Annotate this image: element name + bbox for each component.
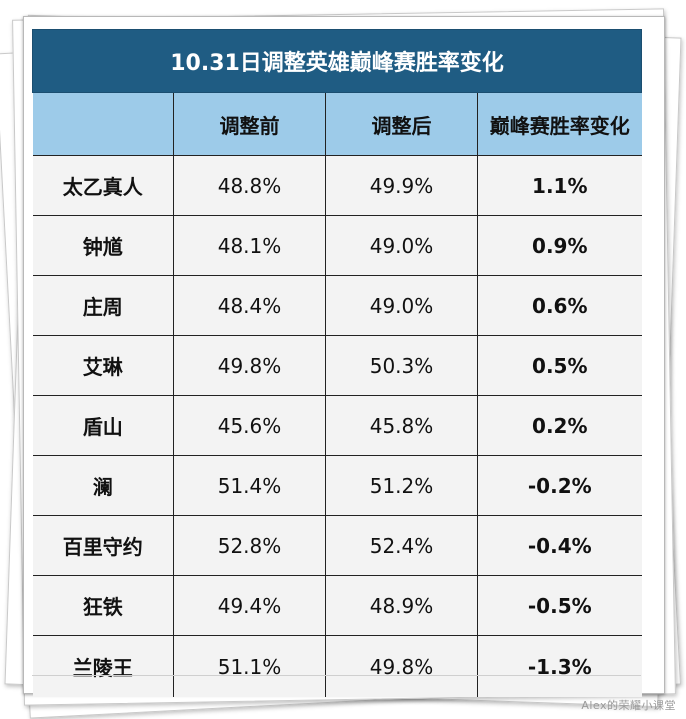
table-row: 盾山 45.6% 45.8% 0.2% — [32, 395, 642, 456]
table-row: 狂铁 49.4% 48.9% -0.5% — [32, 575, 642, 636]
winrate-before-cell: 49.8% — [173, 335, 326, 396]
winrate-before-cell: 51.4% — [173, 455, 326, 516]
table-row: 澜 51.4% 51.2% -0.2% — [32, 455, 642, 516]
watermark: Alex的荣耀小课堂 — [581, 699, 676, 712]
winrate-change-cell: 0.9% — [476, 215, 642, 276]
winrate-after-cell: 49.0% — [325, 215, 478, 276]
winrate-before-cell: 48.1% — [173, 215, 326, 276]
winrate-change-cell: -0.4% — [476, 515, 642, 576]
winrate-before-cell: 48.4% — [173, 275, 326, 336]
winrate-before-cell: 52.8% — [173, 515, 326, 576]
winrate-change-cell: -0.5% — [476, 575, 642, 636]
winrate-change-cell: 0.5% — [476, 335, 642, 396]
winrate-before-cell: 49.4% — [173, 575, 326, 636]
hero-name-cell: 百里守约 — [32, 515, 174, 576]
table-row: 太乙真人 48.8% 49.9% 1.1% — [32, 155, 642, 216]
table-row: 庄周 48.4% 49.0% 0.6% — [32, 275, 642, 336]
winrate-before-cell: 48.8% — [173, 155, 326, 216]
winrate-change-cell: 0.2% — [476, 395, 642, 456]
winrate-after-cell: 49.0% — [325, 275, 478, 336]
header-after: 调整后 — [325, 92, 478, 156]
hero-name-cell: 盾山 — [32, 395, 174, 456]
hero-name-cell: 艾琳 — [32, 335, 174, 396]
winrate-before-cell: 51.1% — [173, 635, 326, 697]
table-row: 艾琳 49.8% 50.3% 0.5% — [32, 335, 642, 396]
winrate-change-cell: -0.2% — [476, 455, 642, 516]
header-before: 调整前 — [173, 92, 326, 156]
hero-name-cell: 兰陵王 — [32, 635, 174, 697]
hero-name-cell: 钟馗 — [32, 215, 174, 276]
winrate-before-cell: 45.6% — [173, 395, 326, 456]
winrate-table: 10.31日调整英雄巅峰赛胜率变化 调整前 调整后 巅峰赛胜率变化 太乙真人 48… — [31, 29, 643, 697]
table-title: 10.31日调整英雄巅峰赛胜率变化 — [31, 29, 643, 93]
table-bottom-edge — [32, 675, 641, 676]
table-row: 兰陵王 51.1% 49.8% -1.3% — [32, 635, 642, 697]
winrate-change-cell: 1.1% — [476, 155, 642, 216]
hero-name-cell: 狂铁 — [32, 575, 174, 636]
winrate-after-cell: 49.9% — [325, 155, 478, 216]
hero-name-cell: 澜 — [32, 455, 174, 516]
winrate-after-cell: 52.4% — [325, 515, 478, 576]
winrate-after-cell: 51.2% — [325, 455, 478, 516]
table-row: 钟馗 48.1% 49.0% 0.9% — [32, 215, 642, 276]
winrate-after-cell: 45.8% — [325, 395, 478, 456]
hero-name-cell: 太乙真人 — [32, 155, 174, 216]
winrate-after-cell: 49.8% — [325, 635, 478, 697]
winrate-after-cell: 48.9% — [325, 575, 478, 636]
hero-name-cell: 庄周 — [32, 275, 174, 336]
winrate-change-cell: -1.3% — [476, 635, 642, 697]
table-row: 百里守约 52.8% 52.4% -0.4% — [32, 515, 642, 576]
winrate-change-cell: 0.6% — [476, 275, 642, 336]
header-change: 巅峰赛胜率变化 — [476, 92, 642, 156]
header-hero — [32, 92, 174, 156]
winrate-after-cell: 50.3% — [325, 335, 478, 396]
